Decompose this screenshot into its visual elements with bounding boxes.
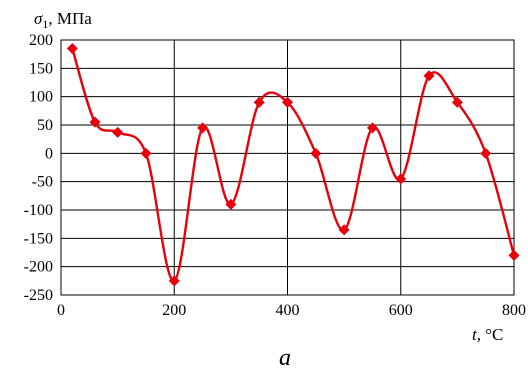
y-tick-label: -150 [24, 230, 53, 247]
x-axis-title: t, °C [472, 325, 503, 344]
data-point-marker [66, 43, 78, 54]
data-point-marker [112, 126, 124, 138]
y-tick-label: 200 [29, 32, 53, 49]
plot-frame [60, 39, 515, 296]
y-tick-label: 150 [29, 60, 53, 77]
series-line [71, 48, 516, 283]
x-tick-label: 200 [162, 302, 186, 319]
y-tick-label: 0 [45, 145, 53, 162]
data-point-marker [253, 96, 265, 108]
data-point-marker [197, 122, 209, 134]
data-point-marker [395, 173, 407, 185]
x-axis-ticks: 0 200 400 600 800 [57, 302, 526, 319]
data-point-marker [338, 224, 350, 236]
y-axis-ticks: 200 150 100 50 0 -50 -100 -150 -200 -250 [24, 32, 53, 304]
panel-label: a [279, 345, 291, 369]
y-tick-label: 100 [29, 89, 53, 106]
y-tick-label: 50 [37, 117, 53, 134]
y-axis-title: σ1, МПа [34, 9, 92, 31]
data-point-marker [480, 147, 492, 159]
series-group [66, 43, 520, 287]
data-point-marker [282, 96, 293, 108]
data-point-marker [451, 96, 463, 108]
grid [60, 39, 515, 296]
data-point-marker [225, 198, 237, 210]
y-tick-label: -50 [32, 174, 53, 191]
data-point-marker [168, 275, 180, 287]
data-point-marker [366, 122, 378, 134]
data-point-marker [140, 147, 152, 159]
x-tick-label: 0 [57, 302, 65, 319]
y-tick-label: -250 [24, 287, 53, 304]
data-point-marker [89, 116, 101, 128]
y-tick-label: -100 [24, 202, 53, 219]
data-point-marker [508, 249, 520, 261]
y-tick-label: -200 [24, 259, 53, 276]
data-point-marker [423, 70, 435, 82]
x-tick-label: 400 [276, 302, 300, 319]
data-point-marker [310, 147, 322, 159]
x-tick-label: 800 [502, 302, 526, 319]
x-tick-label: 600 [389, 302, 413, 319]
